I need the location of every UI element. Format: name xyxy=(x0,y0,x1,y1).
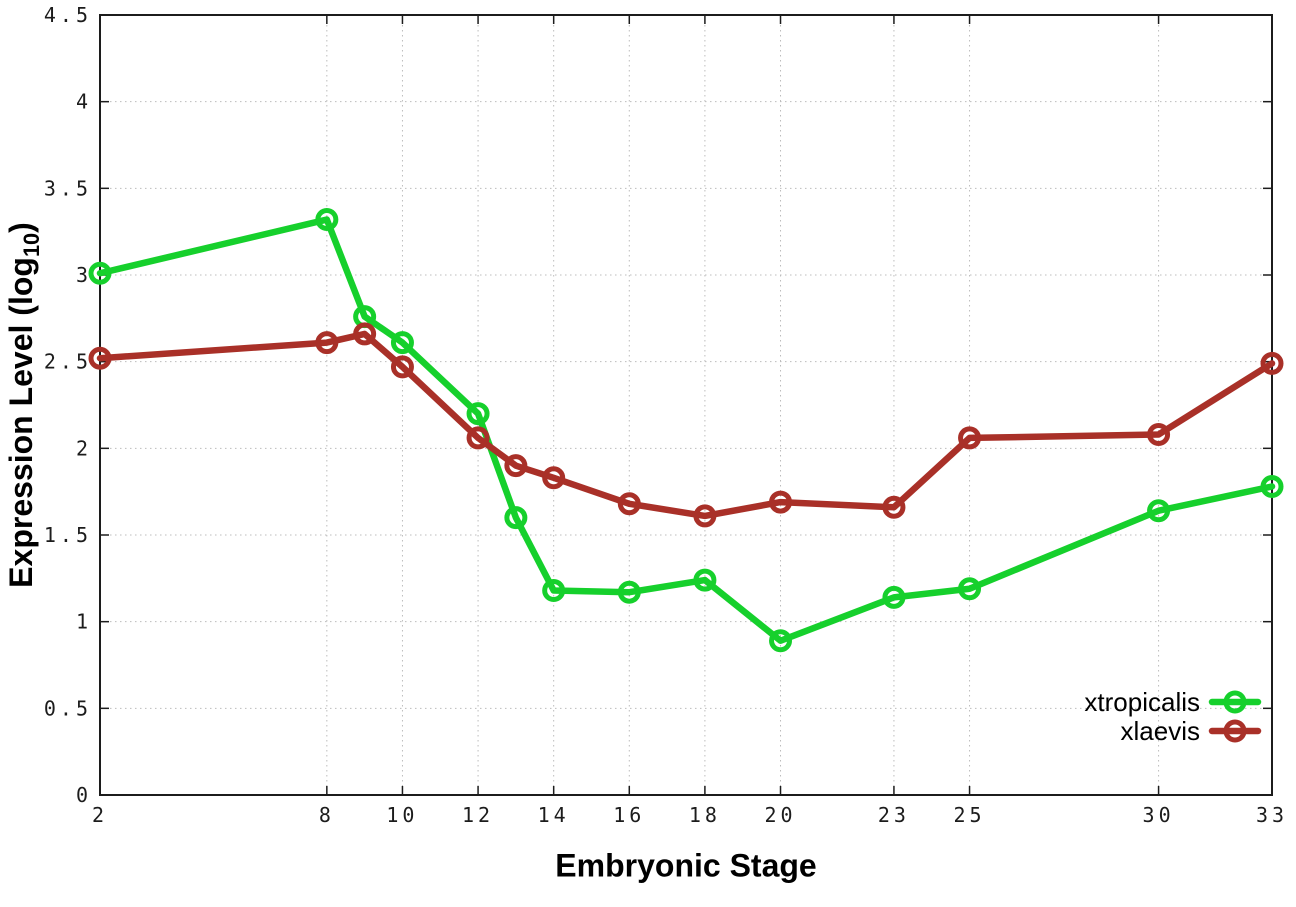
y-tick-label: 1.5 xyxy=(44,523,92,547)
y-axis-title-text: Expression Level (log xyxy=(2,257,39,588)
data-point-xtropicalis xyxy=(1260,474,1284,498)
data-point-xtropicalis xyxy=(958,577,982,601)
y-tick-label: 3 xyxy=(76,263,92,287)
data-point-xlaevis xyxy=(617,492,641,516)
x-tick-label: 16 xyxy=(613,803,645,827)
y-tick-label: 0 xyxy=(76,783,92,807)
data-point-xtropicalis xyxy=(315,208,339,232)
x-tick-label: 2 xyxy=(92,803,108,827)
legend-marker-xtropicalis xyxy=(1223,690,1247,714)
data-point-xlaevis xyxy=(1147,422,1171,446)
x-tick-label: 18 xyxy=(689,803,721,827)
y-tick-label: 3.5 xyxy=(44,176,92,200)
data-point-xlaevis xyxy=(958,426,982,450)
plot-border xyxy=(99,14,1273,796)
y-tick-label: 4 xyxy=(76,90,92,114)
data-point-xlaevis xyxy=(882,495,906,519)
data-point-xtropicalis xyxy=(1147,499,1171,523)
y-axis-title-close: ) xyxy=(2,222,39,233)
data-point-xtropicalis xyxy=(88,261,112,285)
data-point-xtropicalis xyxy=(542,578,566,602)
x-tick-label: 25 xyxy=(954,803,986,827)
data-point-xlaevis xyxy=(466,426,490,450)
x-tick-label: 10 xyxy=(386,803,418,827)
legend-label-xlaevis: xlaevis xyxy=(1121,716,1200,746)
data-point-xlaevis xyxy=(769,490,793,514)
data-point-xlaevis xyxy=(542,466,566,490)
legend-label-xtropicalis: xtropicalis xyxy=(1084,687,1200,717)
x-axis-title: Embryonic Stage xyxy=(555,847,817,884)
x-tick-label: 23 xyxy=(878,803,910,827)
data-point-xlaevis xyxy=(315,331,339,355)
data-point-xtropicalis xyxy=(693,568,717,592)
data-point-xlaevis xyxy=(88,346,112,370)
y-axis-title: Expression Level (log10) xyxy=(3,222,45,588)
x-tick-label: 12 xyxy=(462,803,494,827)
data-point-xtropicalis xyxy=(617,580,641,604)
x-tick-label: 14 xyxy=(538,803,570,827)
data-point-xlaevis xyxy=(353,322,377,346)
x-tick-label: 33 xyxy=(1256,803,1288,827)
data-point-xlaevis xyxy=(693,504,717,528)
x-tick-label: 20 xyxy=(764,803,796,827)
y-tick-label: 0.5 xyxy=(44,696,92,720)
y-tick-label: 2.5 xyxy=(44,350,92,374)
y-tick-label: 2 xyxy=(76,436,92,460)
y-tick-label: 4.5 xyxy=(44,3,92,27)
x-tick-label: 8 xyxy=(319,803,335,827)
data-point-xtropicalis xyxy=(466,402,490,426)
data-point-xtropicalis xyxy=(882,585,906,609)
data-point-xtropicalis xyxy=(390,331,414,355)
data-point-xlaevis xyxy=(1260,351,1284,375)
y-tick-label: 1 xyxy=(76,610,92,634)
y-axis-title-subscript: 10 xyxy=(19,232,45,258)
data-point-xlaevis xyxy=(504,454,528,478)
data-point-xtropicalis xyxy=(769,629,793,653)
series-line-xtropicalis xyxy=(96,216,1276,644)
data-point-xtropicalis xyxy=(504,506,528,530)
x-tick-label: 30 xyxy=(1143,803,1175,827)
legend-marker-xlaevis xyxy=(1223,719,1247,743)
data-point-xlaevis xyxy=(390,355,414,379)
